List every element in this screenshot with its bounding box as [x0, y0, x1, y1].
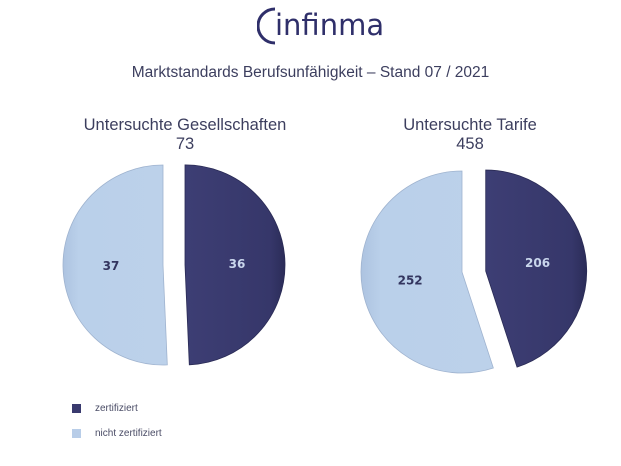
pie-chart-tarife: 206 252 — [360, 169, 588, 374]
logo-text: infinma — [275, 8, 385, 42]
legend-label: zertifiziert — [95, 403, 138, 414]
chart-1-heading: Untersuchte Gesellschaften 73 — [60, 116, 310, 154]
pie-label-zertifiziert: 206 — [525, 256, 550, 270]
pie-chart-gesellschaften: 36 37 — [62, 164, 286, 366]
chart-1-title: Untersuchte Gesellschaften — [83, 116, 287, 134]
pie-slice-nicht-zertifiziert — [360, 170, 494, 374]
pie-slice-nicht-zertifiziert — [62, 164, 168, 366]
pie-label-nicht-zertifiziert: 252 — [398, 273, 423, 287]
pie-slice-zertifiziert — [485, 169, 588, 368]
logo-arc-icon — [257, 7, 276, 45]
page-title: Marktstandards Berufsunfähigkeit – Stand… — [131, 64, 490, 81]
chart-1-total: 73 — [175, 135, 195, 153]
pie-slice-zertifiziert — [184, 164, 286, 366]
legend-swatch-zertifiziert — [72, 403, 81, 413]
pie-label-zertifiziert: 36 — [229, 257, 246, 271]
legend-label: nicht zertifiziert — [95, 428, 162, 439]
chart-2-total: 458 — [456, 135, 484, 153]
legend-item-nicht-zertifiziert: nicht zertifiziert — [72, 428, 162, 439]
chart-2-title: Untersuchte Tarife — [403, 116, 537, 134]
legend-swatch-nicht-zertifiziert — [72, 428, 81, 438]
pie-label-nicht-zertifiziert: 37 — [103, 259, 120, 273]
chart-2-heading: Untersuchte Tarife 458 — [370, 116, 570, 154]
legend-item-zertifiziert: zertifiziert — [72, 403, 138, 414]
